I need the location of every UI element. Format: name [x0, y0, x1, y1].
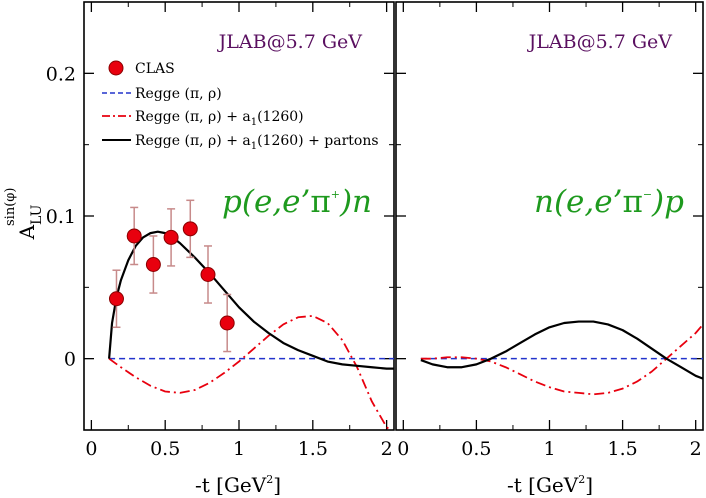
- legend-clas-label: CLAS: [135, 61, 175, 77]
- y-axis-sub: LU: [29, 204, 45, 225]
- legend-partons-tail: (1260) + partons: [257, 133, 378, 149]
- right-reaction-charge: −: [643, 188, 652, 201]
- clas-data-point: [108, 291, 124, 307]
- legend-clas-marker: [108, 60, 124, 76]
- left-x-axis-title: -t [GeV2]: [195, 473, 281, 497]
- right-x-tick-label: 0.5: [461, 438, 491, 460]
- left-curves: [108, 199, 394, 430]
- left-x-tick-label: 0.5: [150, 438, 180, 460]
- right-regge-a1-curve: [420, 323, 703, 396]
- right-reaction-pion: π: [622, 184, 642, 220]
- left-x-tick-label: 2: [381, 438, 393, 460]
- right-x-tick-label: 2: [690, 438, 702, 460]
- left-panel: 0 0.5 1 1.5 2 0 0.1 0.2 JLAB@5.7 GeV p(e,e’π+)n…: [46, 1, 395, 460]
- legend-regge-label: Regge (π, ρ): [135, 86, 222, 102]
- left-reaction-pion: π: [310, 184, 330, 220]
- left-reaction-label: p(e,e’π+)n: [222, 184, 372, 220]
- left-x-axis-text: -t [GeV: [195, 473, 267, 497]
- y-axis-title-text: ALU: [15, 204, 45, 240]
- legend-partons-text: Regge (π, ρ) + a: [135, 133, 251, 149]
- left-reaction-post: )n: [339, 184, 372, 220]
- left-regge-a1-partons-curve: [108, 230, 394, 370]
- right-x-tick-label: 0: [397, 438, 409, 460]
- legend-regge-a1-label: Regge (π, ρ) + a1(1260): [135, 109, 304, 128]
- right-x-tick-label: 1.5: [607, 438, 637, 460]
- right-reaction-post: )p: [651, 184, 684, 220]
- legend-partons-sub: 1: [251, 141, 257, 152]
- left-ticks: 0 0.5 1 1.5 2 0 0.1 0.2: [46, 1, 394, 460]
- legend-partons-label: Regge (π, ρ) + a1(1260) + partons: [135, 133, 379, 152]
- left-x-axis-end: ]: [273, 473, 281, 497]
- right-curves: [420, 320, 703, 396]
- left-reaction-charge: +: [331, 188, 340, 201]
- y-tick-label: 0.1: [46, 206, 76, 228]
- y-axis-title: ALU sin(φ): [3, 188, 45, 241]
- clas-data-point: [126, 228, 142, 244]
- right-x-axis-sup: 2: [578, 473, 585, 486]
- clas-data-point: [200, 266, 216, 282]
- right-panel: 0 0.5 1 1.5 2 JLAB@5.7 GeV n(e,e’π−)p: [395, 1, 704, 460]
- right-x-axis-end: ]: [585, 473, 593, 497]
- y-tick-label: 0.2: [46, 63, 76, 85]
- left-panel-title: JLAB@5.7 GeV: [217, 31, 363, 53]
- left-x-tick-label: 0: [85, 438, 97, 460]
- right-reaction-pre: n(e,e’: [534, 184, 622, 220]
- right-x-axis-title: -t [GeV2]: [507, 473, 593, 497]
- right-plot-area: [420, 320, 703, 396]
- right-reaction-label: n(e,e’π−)p: [534, 184, 684, 220]
- left-reaction-pre: p(e,e’: [222, 184, 310, 220]
- y-tick-label: 0: [64, 349, 76, 371]
- right-panel-title: JLAB@5.7 GeV: [527, 31, 673, 53]
- legend-regge-a1-sub: 1: [251, 117, 257, 128]
- legend-regge-a1-tail: (1260): [257, 109, 304, 125]
- left-x-axis-sup: 2: [266, 473, 273, 486]
- y-axis-symbol: A: [15, 224, 39, 240]
- clas-data-point: [145, 257, 161, 273]
- clas-data-point: [182, 221, 198, 237]
- left-regge-a1-curve: [108, 314, 392, 430]
- legend-regge-a1-text: Regge (π, ρ) + a: [135, 109, 251, 125]
- y-axis-sup: sin(φ): [3, 188, 18, 226]
- clas-data-point: [219, 315, 235, 331]
- right-x-axis-text: -t [GeV: [507, 473, 579, 497]
- legend: CLAS Regge (π, ρ) Regge (π, ρ) + a1(1260…: [102, 60, 379, 152]
- clas-data-point: [163, 229, 179, 245]
- right-regge-a1-partons-curve: [420, 320, 703, 380]
- left-x-tick-label: 1.5: [298, 438, 328, 460]
- left-x-tick-label: 1: [233, 438, 245, 460]
- right-x-tick-label: 1: [543, 438, 555, 460]
- right-ticks: 0 0.5 1 1.5 2: [396, 1, 703, 460]
- left-plot-area: [108, 199, 394, 430]
